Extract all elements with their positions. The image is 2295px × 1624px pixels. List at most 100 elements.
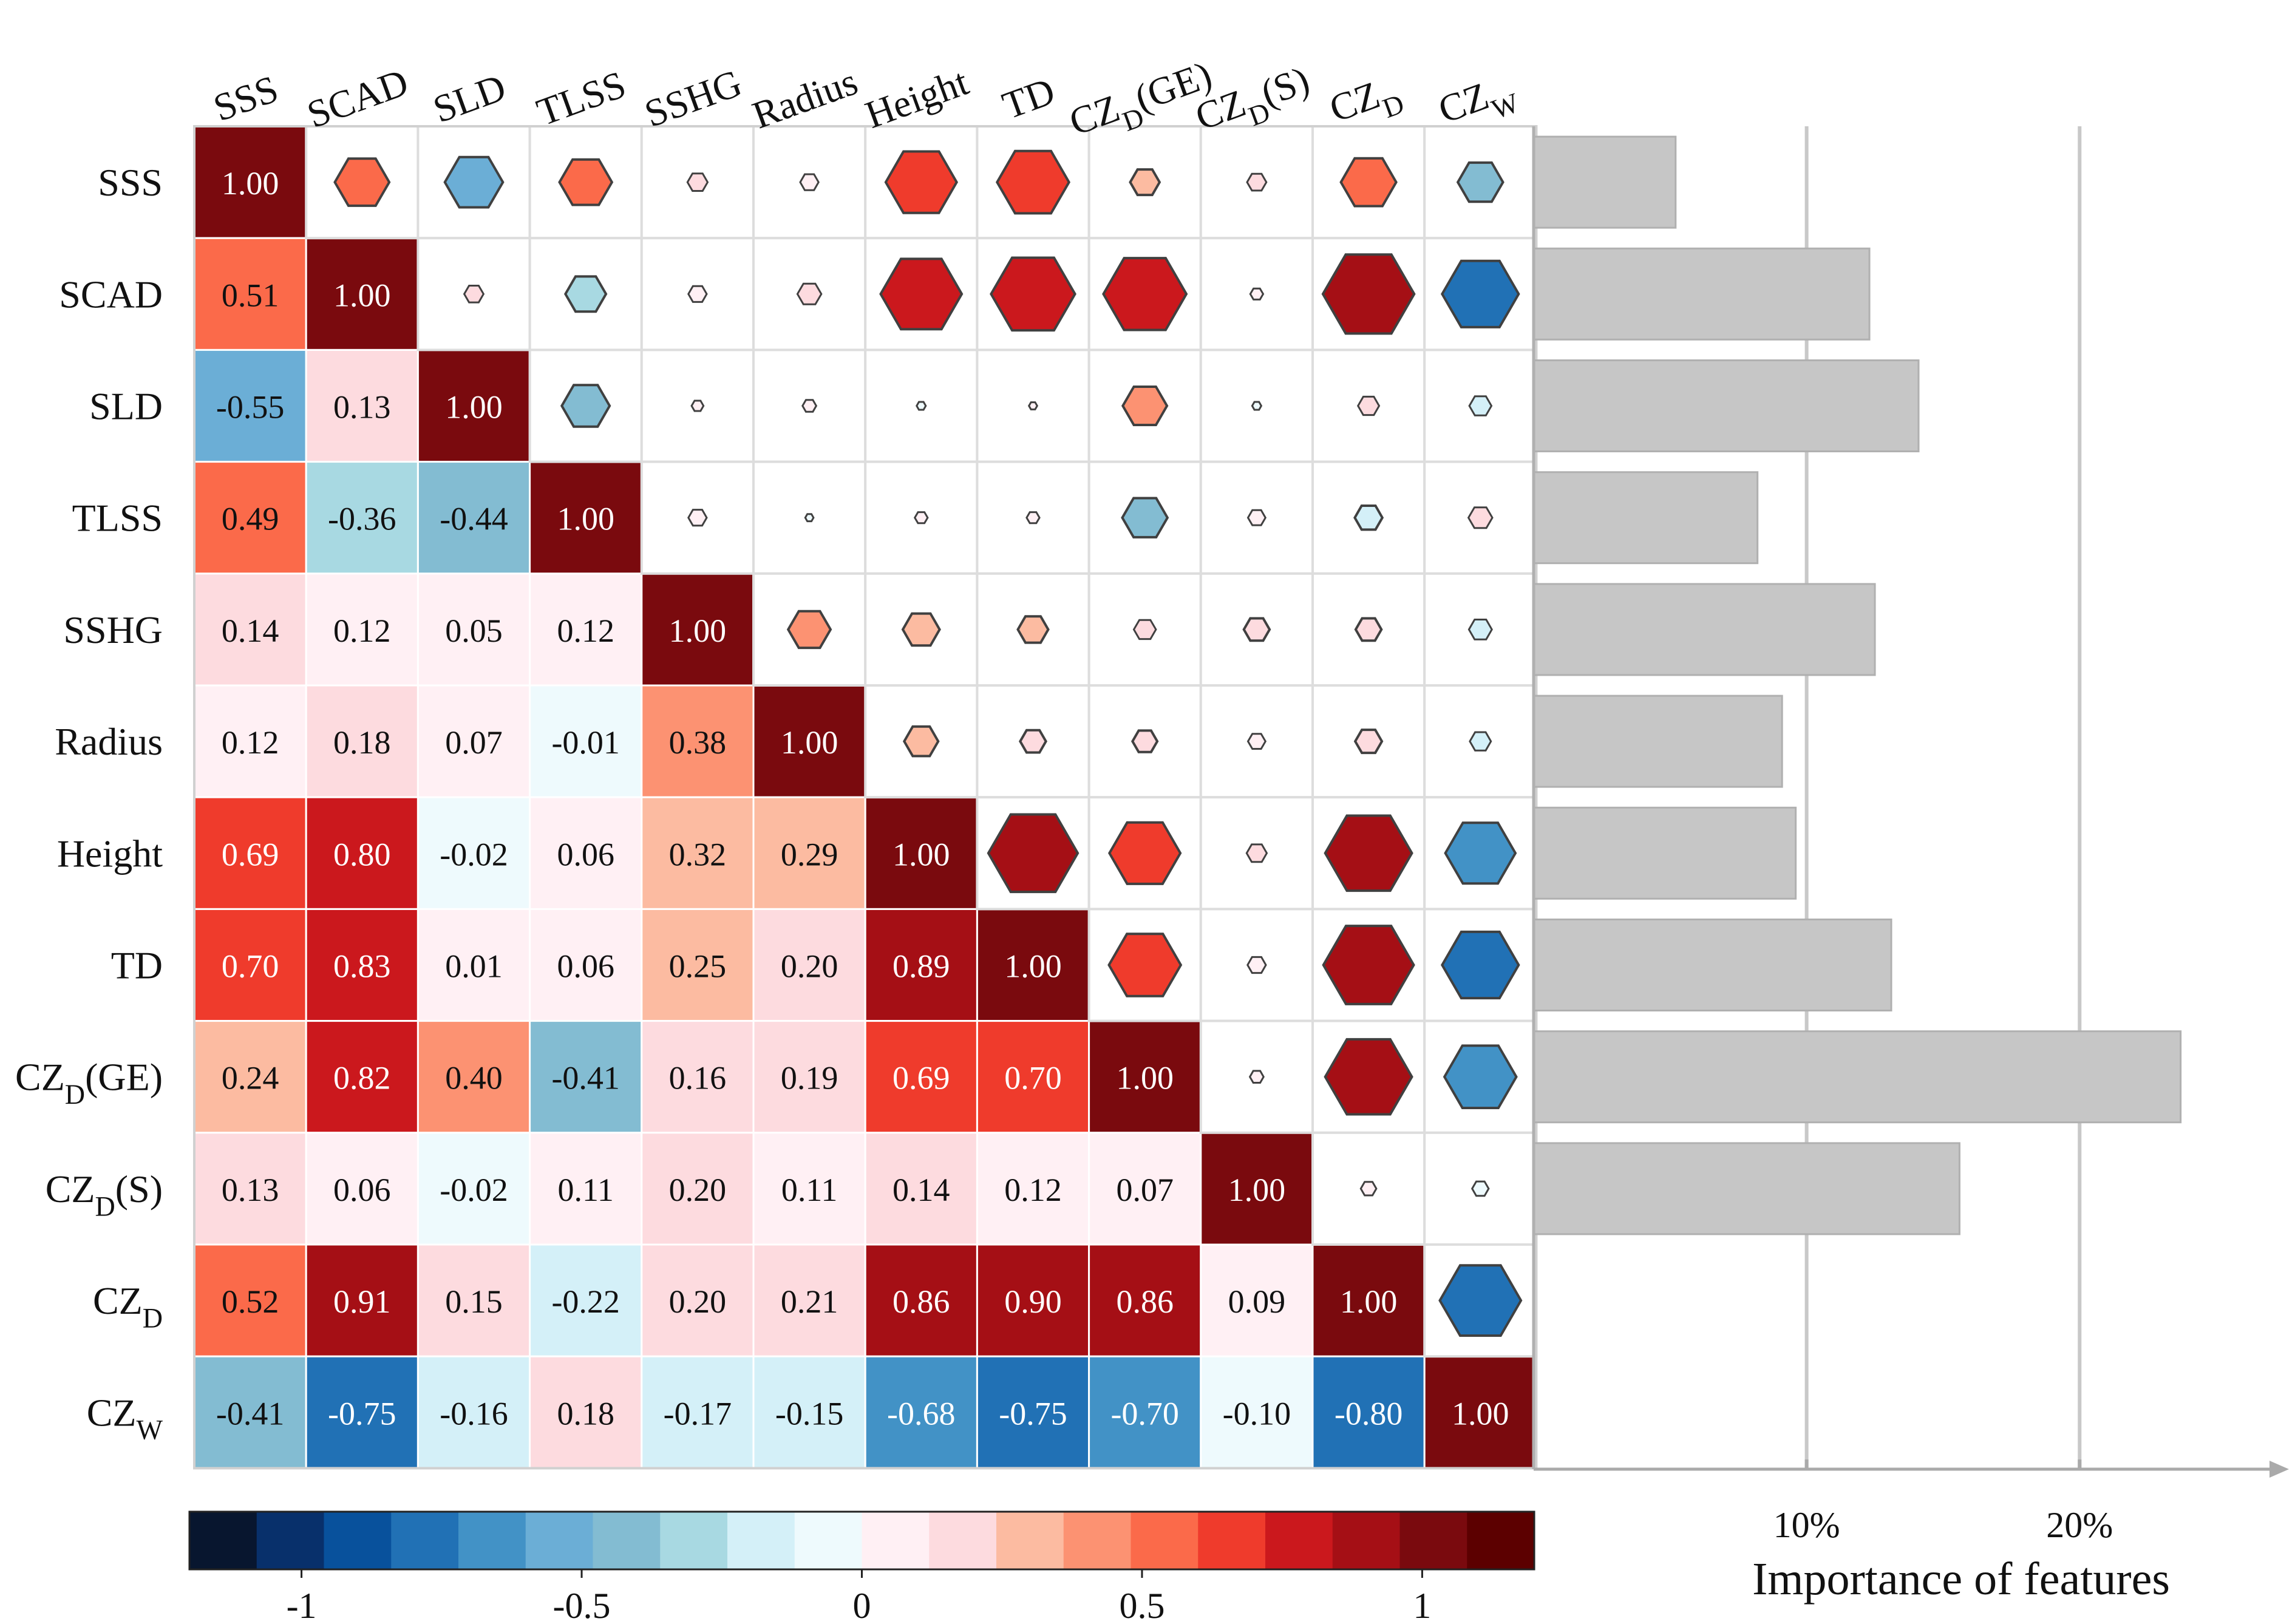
- cell-value: 0.89: [892, 948, 950, 985]
- cell-value: -0.41: [551, 1060, 619, 1096]
- heatmap-cell-radius-sss: [193, 684, 307, 798]
- hexagon-tlss-czd: [1353, 505, 1384, 531]
- heatmap-cell-sshg-sld: [416, 572, 531, 687]
- cell-value: 0.38: [669, 724, 727, 761]
- cell-value: 1.00: [1004, 948, 1062, 985]
- cell-value: 0.24: [222, 1060, 279, 1096]
- importance-bar-height: [1532, 806, 1797, 900]
- cell-value: 1.00: [1452, 1395, 1509, 1432]
- row-label-sld: SLD: [89, 385, 163, 428]
- cell-value: 0.52: [222, 1283, 279, 1320]
- heatmap-cell-sshg-scad: [305, 572, 419, 687]
- colorbar-tick-label: -1: [287, 1586, 317, 1624]
- hexagon-sld-height: [916, 401, 927, 411]
- heatmap-cell-td-td: [976, 908, 1090, 1022]
- cell-value: 0.20: [669, 1283, 727, 1320]
- cell-value: 1.00: [222, 165, 279, 202]
- heatmap-cell-czd-s-sld: [416, 1132, 531, 1246]
- cell-value: 0.12: [222, 724, 279, 761]
- heatmap-cell-height-tlss: [529, 796, 643, 910]
- heatmap-cell-czd-ge-height: [864, 1020, 978, 1134]
- hexagon-sld-czd-s: [1251, 401, 1263, 411]
- heatmap-cell-radius-scad: [305, 684, 419, 798]
- hexagon-td-czd-ge: [1107, 933, 1183, 997]
- cell-value: 0.69: [222, 836, 279, 872]
- heatmap-cell-czd-ge-sld: [416, 1020, 531, 1134]
- heatmap-cell-czd-s-tlss: [529, 1132, 643, 1246]
- colorbar-segment: [256, 1512, 325, 1569]
- hexagon-sshg-czw: [1467, 619, 1493, 640]
- cell-value: -0.41: [216, 1395, 284, 1432]
- cell-value: 0.20: [781, 948, 838, 985]
- colorbar-segment: [458, 1512, 526, 1569]
- hexagon-sss-scad: [333, 157, 391, 207]
- colorbar-segment: [1198, 1512, 1266, 1569]
- hexagon-scad-czd-s: [1249, 287, 1265, 301]
- colorbar-tick-label: 0.5: [1119, 1586, 1164, 1624]
- heatmap-cell-czw-sss: [193, 1355, 307, 1469]
- colorbar-segment: [1399, 1512, 1467, 1569]
- heatmap-cell-czd-s-radius: [752, 1132, 866, 1246]
- cell-value: 1.00: [1340, 1283, 1398, 1320]
- row-label-scad: SCAD: [59, 273, 163, 316]
- hexagon-czd-ge-czw: [1443, 1044, 1518, 1109]
- cell-value: -0.10: [1223, 1395, 1291, 1432]
- cell-value: 0.80: [333, 836, 391, 872]
- hexagon-td-czd-s: [1246, 956, 1267, 974]
- row-label-czd-ge: CZD(GE): [15, 1056, 163, 1110]
- cell-value: 1.00: [1228, 1172, 1286, 1208]
- hexagon-sld-radius: [801, 399, 818, 413]
- column-label-sss: SSS: [208, 67, 284, 129]
- cell-value: 0.13: [333, 389, 391, 426]
- cell-value: 0.82: [333, 1060, 391, 1096]
- cell-value: -0.68: [887, 1395, 955, 1432]
- hexagon-td-czw: [1440, 930, 1520, 1000]
- cell-value: 0.16: [669, 1060, 727, 1096]
- hexagon-sss-sshg: [686, 172, 709, 192]
- hexagon-height-czd-ge: [1107, 821, 1182, 885]
- importance-bar-sss: [1532, 135, 1677, 229]
- hexagon-sld-sshg: [690, 399, 705, 412]
- hexagon-tlss-td: [1025, 511, 1041, 525]
- hexagon-sshg-height: [901, 612, 941, 647]
- heatmap-cell-czd-radius: [752, 1243, 866, 1357]
- cell-value: -0.44: [440, 501, 508, 537]
- cell-value: 0.32: [669, 836, 727, 872]
- cell-value: 0.18: [557, 1395, 614, 1432]
- heatmap-cell-sshg-sss: [193, 572, 307, 687]
- cell-value: 0.14: [892, 1172, 950, 1208]
- x-axis-arrow-icon: [2270, 1461, 2289, 1478]
- hexagon-scad-td: [990, 256, 1076, 332]
- colorbar-segment: [929, 1512, 997, 1569]
- colorbar-segment: [1332, 1512, 1401, 1569]
- heatmap-cell-czw-sld: [416, 1355, 531, 1469]
- hexagon-sss-radius: [799, 173, 820, 191]
- importance-bar-td: [1532, 919, 1892, 1011]
- cell-value: -0.16: [440, 1395, 508, 1432]
- heatmap-cell-radius-sshg: [641, 684, 755, 798]
- cell-value: 0.86: [892, 1283, 950, 1320]
- cell-value: -0.80: [1334, 1395, 1402, 1432]
- hexagon-scad-czd: [1321, 253, 1416, 335]
- hexagon-sss-height: [884, 150, 959, 214]
- cell-value: 0.49: [222, 501, 279, 537]
- cell-value: -0.70: [1110, 1395, 1178, 1432]
- hexagon-sss-czd-ge: [1129, 168, 1161, 197]
- heatmap-cell-td-height: [864, 908, 978, 1022]
- heatmap-cell-czd-s-sshg: [641, 1132, 755, 1246]
- cell-value: 0.07: [1116, 1172, 1174, 1208]
- cell-value: 0.12: [1004, 1172, 1062, 1208]
- hexagon-radius-czd-s: [1246, 733, 1267, 750]
- hexagon-scad-height: [879, 257, 964, 331]
- hexagon-height-czd: [1324, 814, 1413, 892]
- hexagon-czd-czw: [1438, 1264, 1523, 1337]
- hexagon-tlss-sshg: [687, 509, 708, 527]
- heatmap-cell-czw-height: [864, 1355, 978, 1469]
- cell-value: -0.02: [440, 1172, 508, 1208]
- colorbar: -1 -0.5 0 0.5 1: [188, 1510, 1535, 1624]
- colorbar-segment: [727, 1512, 795, 1569]
- heatmap-cell-radius-radius: [752, 684, 866, 798]
- colorbar-segment: [660, 1512, 728, 1569]
- hexagon-czd-s-czd: [1359, 1181, 1378, 1197]
- importance-bar-czd-s-: [1532, 1142, 1960, 1235]
